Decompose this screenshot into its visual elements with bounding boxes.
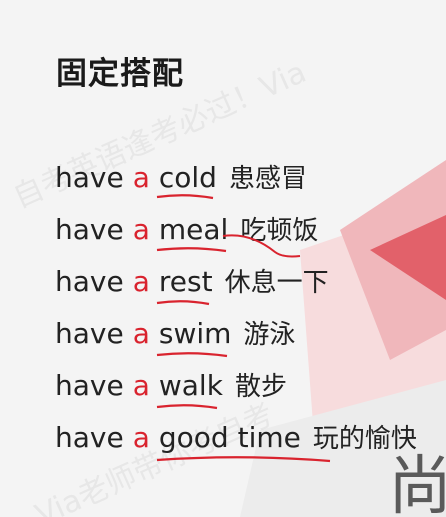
phrase-noun: meal (158, 213, 229, 246)
phrase-list: have a cold 患感冒 have a meal 吃顿饭 have a rest 休息一下 … (55, 158, 417, 470)
phrase-noun: good time (158, 421, 301, 454)
phrase-meaning: 散步 (234, 372, 287, 402)
phrase-row: have a rest 休息一下 (55, 262, 417, 314)
phrase-meaning: 游泳 (243, 320, 296, 350)
phrase-verb: have (55, 369, 124, 402)
phrase-meaning: 玩的愉快 (312, 424, 417, 454)
phrase-article: a (132, 265, 150, 298)
phrase-verb: have (55, 161, 124, 194)
phrase-meaning: 吃顿饭 (240, 216, 319, 246)
phrase-row: have a swim 游泳 (55, 314, 417, 366)
phrase-row: have a walk 散步 (55, 366, 417, 418)
phrase-meaning: 患感冒 (228, 164, 307, 194)
slide-title: 固定搭配 (56, 56, 184, 92)
phrase-verb: have (55, 317, 124, 350)
phrase-noun: rest (158, 265, 213, 298)
phrase-verb: have (55, 265, 124, 298)
phrase-noun: walk (158, 369, 223, 402)
phrase-verb: have (55, 421, 124, 454)
phrase-verb: have (55, 213, 124, 246)
phrase-article: a (132, 213, 150, 246)
phrase-row: have a good time 玩的愉快 (55, 418, 417, 470)
phrase-row: have a cold 患感冒 (55, 158, 417, 210)
phrase-noun: swim (158, 317, 232, 350)
phrase-row: have a meal 吃顿饭 (55, 210, 417, 262)
phrase-article: a (132, 369, 150, 402)
phrase-meaning: 休息一下 (224, 268, 329, 298)
phrase-article: a (132, 161, 150, 194)
phrase-article: a (132, 317, 150, 350)
corner-watermark-glyph: 尚 (388, 450, 446, 517)
phrase-noun: cold (158, 161, 217, 194)
phrase-article: a (132, 421, 150, 454)
